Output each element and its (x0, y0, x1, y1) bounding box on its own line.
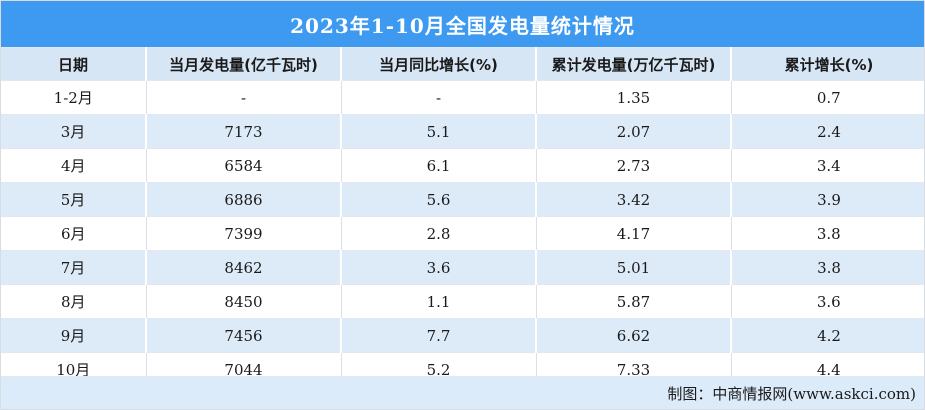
table-cell: 3月 (1, 114, 146, 149)
col-header-date: 日期 (1, 47, 146, 81)
table-cell: 3.8 (730, 216, 924, 251)
table-cell: 7456 (145, 318, 341, 353)
table-cell: 6886 (145, 182, 341, 217)
col-header-cumulative-growth: 累计增长(%) (730, 47, 924, 81)
footer-bar: 制图：中商情报网(www.askci.com) (1, 376, 924, 409)
source-credit: 制图：中商情报网(www.askci.com) (667, 384, 916, 403)
title-bar: 2023年1-10月全国发电量统计情况 (1, 1, 924, 47)
table-cell: 6月 (1, 216, 146, 251)
table-cell: 6.62 (535, 318, 731, 353)
table-cell: 7173 (145, 114, 341, 149)
table-cell: 5.01 (535, 250, 731, 285)
table-cell: 2.07 (535, 114, 731, 149)
table-cell: 4.2 (730, 318, 924, 353)
table-row: 8月 8450 1.1 5.87 3.6 (1, 284, 924, 319)
table-cell: - (340, 80, 536, 115)
table-cell: 8462 (145, 250, 341, 285)
table-cell: 5.87 (535, 284, 731, 319)
table-cell: 2.8 (340, 216, 536, 251)
table-cell: 6584 (145, 148, 341, 183)
table-row: 4月 6584 6.1 2.73 3.4 (1, 148, 924, 183)
table-cell: 7399 (145, 216, 341, 251)
col-header-cumulative-generation: 累计发电量(万亿千瓦时) (535, 47, 731, 81)
table-cell: 8月 (1, 284, 146, 319)
table-cell: 9月 (1, 318, 146, 353)
table-cell: 3.42 (535, 182, 731, 217)
table-cell: 5.6 (340, 182, 536, 217)
table-cell: 2.4 (730, 114, 924, 149)
table-cell: 4.17 (535, 216, 731, 251)
table-cell: 0.7 (730, 80, 924, 115)
table-row: 1-2月 - -1.35 0.7 (1, 80, 924, 115)
table-cell: 3.8 (730, 250, 924, 285)
table-row: 6月 7399 2.8 4.17 3.8 (1, 216, 924, 251)
table-row: 9月 7456 7.7 6.62 4.2 (1, 318, 924, 353)
table-header-row: 日期 当月发电量(亿千瓦时) 当月同比增长(%) 累计发电量(万亿千瓦时) 累计… (1, 47, 924, 81)
table-body: 1-2月 - -1.35 0.7 3月 7173 5.1 2.07 2.4 4月 6584 6.1 2.… (1, 80, 924, 386)
table-cell: 1-2月 (1, 80, 146, 115)
table-cell: 8450 (145, 284, 341, 319)
table-cell: 5.1 (340, 114, 536, 149)
table-cell: 7.7 (340, 318, 536, 353)
table-cell: - (145, 80, 341, 115)
col-header-monthly-yoy-growth: 当月同比增长(%) (340, 47, 536, 81)
table-cell: 3.9 (730, 182, 924, 217)
table-cell: 5月 (1, 182, 146, 217)
table-cell: 7月 (1, 250, 146, 285)
page-title: 2023年1-10月全国发电量统计情况 (290, 13, 635, 38)
table-row: 3月 7173 5.1 2.07 2.4 (1, 114, 924, 149)
table-cell: 3.6 (730, 284, 924, 319)
table-row: 5月 6886 5.6 3.42 3.9 (1, 182, 924, 217)
table-cell: 1.1 (340, 284, 536, 319)
table-cell: 1.35 (535, 80, 731, 115)
table-cell: 3.6 (340, 250, 536, 285)
table-cell: 3.4 (730, 148, 924, 183)
table-cell: 4月 (1, 148, 146, 183)
table-row: 7月 8462 3.6 5.01 3.8 (1, 250, 924, 285)
col-header-monthly-generation: 当月发电量(亿千瓦时) (145, 47, 341, 81)
generation-stats-table: 日期 当月发电量(亿千瓦时) 当月同比增长(%) 累计发电量(万亿千瓦时) 累计… (1, 47, 924, 386)
table-cell: 6.1 (340, 148, 536, 183)
table-cell: 2.73 (535, 148, 731, 183)
